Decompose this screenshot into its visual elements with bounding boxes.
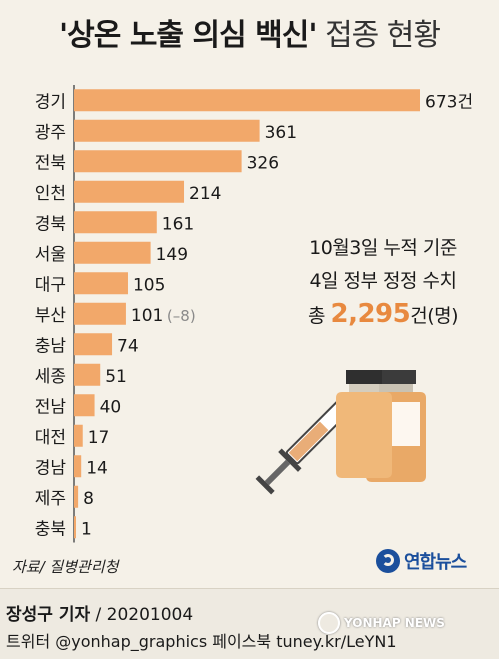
bar-대전	[74, 424, 83, 447]
value-label: 51	[105, 367, 127, 387]
value-label: 1	[81, 519, 92, 539]
category-label: 부산	[35, 306, 67, 326]
bar-세종	[74, 363, 101, 386]
category-label: 경북	[35, 214, 66, 234]
yonhap-logo-icon	[376, 549, 400, 573]
bar-annotation: (–8)	[167, 307, 196, 325]
reporter-date: / 20201004	[90, 605, 194, 625]
category-label: 인천	[35, 184, 66, 204]
footer	[0, 588, 499, 659]
bar-대구	[74, 272, 128, 295]
category-label: 세종	[35, 367, 66, 387]
watermark-text: YONHAP NEWS	[344, 616, 445, 630]
value-label: 673건	[425, 92, 473, 112]
value-label: 361	[265, 123, 297, 143]
category-label: 대전	[35, 428, 66, 448]
watermark-logo-icon	[318, 612, 340, 634]
annotation-total: 총 2,295건(명)	[268, 298, 498, 333]
bar-서울	[74, 241, 151, 264]
category-label: 경기	[35, 92, 66, 112]
bar-경기	[74, 89, 420, 112]
total-suffix: 건(명)	[410, 305, 459, 327]
bar-경북	[74, 211, 157, 234]
value-label: 214	[189, 184, 221, 204]
annotation-line2: 4일 정부 정정 수치	[309, 270, 457, 292]
total-value: 2,295	[330, 299, 411, 329]
watermark: YONHAP NEWS	[318, 612, 445, 634]
category-label: 충남	[35, 336, 67, 356]
reporter-credit: 장성구 기자 / 20201004	[6, 600, 193, 625]
bar-제주	[74, 485, 79, 508]
category-label: 대구	[35, 275, 66, 295]
value-label: 101	[131, 306, 163, 326]
social-links: 트위터 @yonhap_graphics 페이스북 tuney.kr/LeYN1	[6, 632, 397, 651]
bar-전북	[74, 150, 242, 173]
annotation-box: 10월3일 누적 기준 4일 정부 정정 수치 총 2,295건(명)	[268, 232, 498, 333]
total-prefix: 총	[307, 305, 325, 327]
annotation-line1: 10월3일 누적 기준	[309, 237, 457, 259]
vaccine-syringe-vials-icon	[255, 370, 426, 495]
value-label: 149	[156, 245, 188, 265]
category-label: 전북	[35, 153, 66, 173]
bar-경남	[74, 455, 82, 478]
bar-충남	[74, 333, 113, 356]
bar-충북	[74, 516, 76, 539]
bar-전남	[74, 394, 95, 417]
category-label: 전남	[35, 397, 67, 417]
category-label: 경남	[35, 458, 67, 478]
value-label: 17	[88, 428, 110, 448]
title-main: '상온 노출 의심 백신'	[59, 18, 318, 53]
category-label: 광주	[35, 123, 66, 143]
category-label: 제주	[35, 489, 66, 509]
bar-광주	[74, 119, 260, 142]
value-label: 40	[100, 397, 122, 417]
logo-text: 연합뉴스	[404, 552, 467, 573]
bar-부산	[74, 302, 126, 325]
page-title: '상온 노출 의심 백신' 접종 현황	[0, 10, 499, 54]
category-label: 서울	[35, 245, 66, 265]
value-label: 326	[247, 153, 279, 173]
value-label: 14	[86, 458, 108, 478]
value-label: 74	[117, 336, 139, 356]
value-label: 8	[83, 489, 94, 509]
value-label: 161	[162, 214, 194, 234]
reporter-name: 장성구 기자	[6, 605, 91, 625]
title-sub: 접종 현황	[325, 18, 441, 53]
value-label: 105	[133, 275, 165, 295]
category-label: 충북	[35, 519, 66, 539]
yonhap-logo: 연합뉴스	[376, 548, 467, 574]
source-note: 자료/ 질병관리청	[12, 558, 119, 576]
bar-인천	[74, 180, 185, 203]
